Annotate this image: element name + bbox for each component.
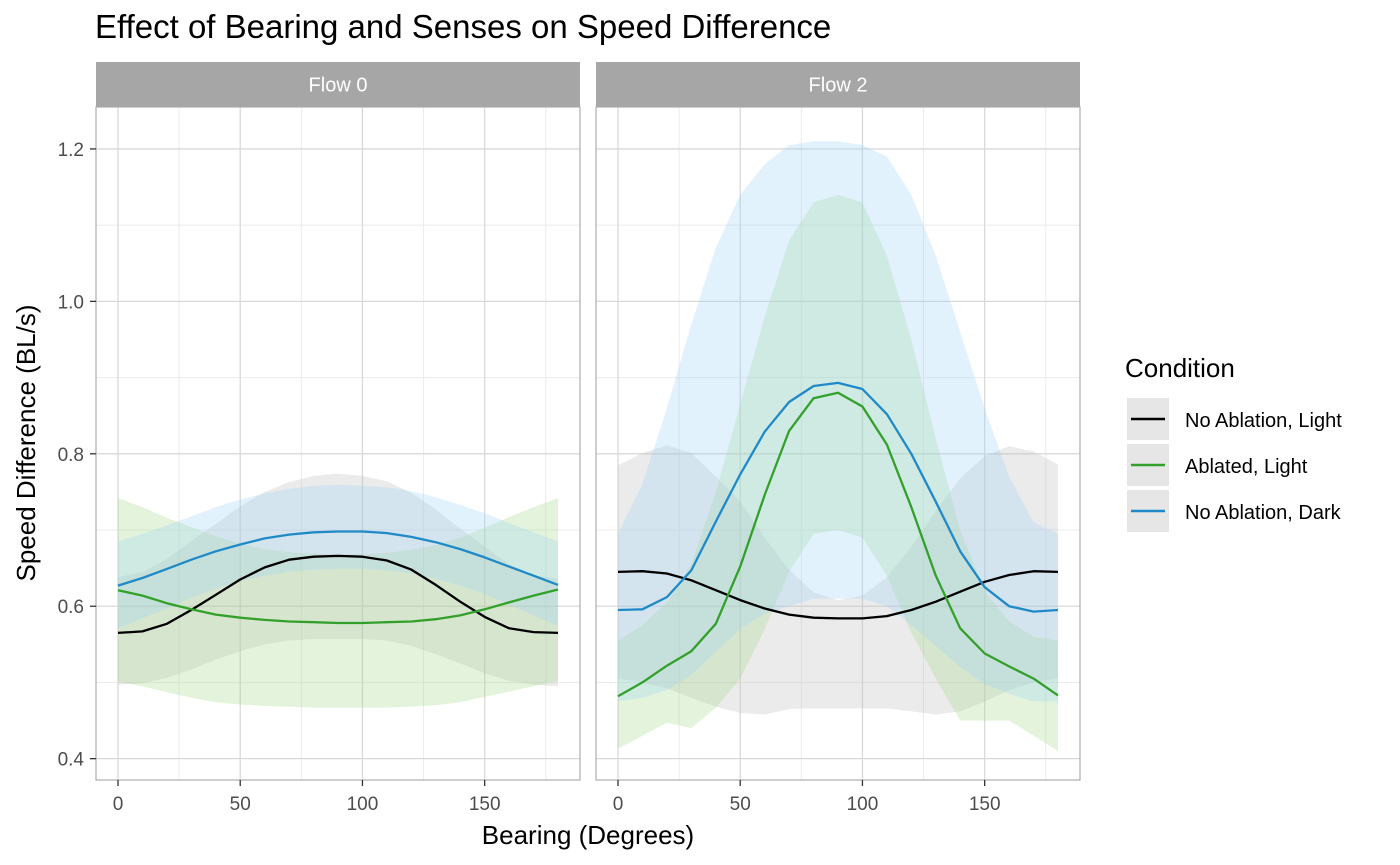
- y-tick-label: 0.8: [58, 445, 84, 466]
- ribbon-ablated-light: [618, 194, 1058, 751]
- x-tick-label: 0: [613, 794, 624, 815]
- panel-background: [96, 107, 580, 780]
- ribbon-no-ablation-light: [618, 445, 1058, 715]
- panels: Flow 0 0 50 100 150 0.4 0.6 0.8 1.0 1.2 Flow 2 0 50 1…: [58, 62, 1081, 815]
- y-tick-label: 0.4: [58, 750, 85, 771]
- x-tick-label: 150: [969, 794, 1001, 815]
- panel-flow-0: Flow 0 0 50 100 150 0.4 0.6 0.8 1.0 1.2: [58, 62, 581, 815]
- y-axis-title: Speed Difference (BL/s): [11, 305, 41, 582]
- legend-item-no-ablation-dark: No Ablation, Dark: [1127, 490, 1342, 532]
- legend: Condition No Ablation, Light Ablated, Lig…: [1125, 353, 1342, 532]
- strip-label: Flow 2: [809, 75, 868, 97]
- legend-label: No Ablation, Light: [1185, 410, 1342, 432]
- line-no-ablation-dark: [117, 530, 559, 587]
- line-no-ablation-light: [617, 570, 1059, 620]
- y-tick-label: 1.2: [58, 140, 84, 161]
- x-tick-label: 0: [113, 794, 124, 815]
- legend-label: Ablated, Light: [1185, 456, 1308, 478]
- line-ablated-light: [617, 391, 1059, 698]
- ribbon-ablated-light: [118, 498, 558, 708]
- y-tick-label: 1.0: [58, 292, 84, 313]
- line-ablated-light: [117, 588, 559, 625]
- legend-title: Condition: [1125, 353, 1235, 383]
- chart-title: Effect of Bearing and Senses on Speed Di…: [95, 8, 831, 45]
- x-axis-title: Bearing (Degrees): [482, 820, 694, 850]
- panel-background: [596, 107, 1080, 780]
- strip-flow-0: [96, 62, 580, 107]
- ribbon-no-ablation-dark: [618, 141, 1058, 702]
- y-tick-label: 0.6: [58, 597, 84, 618]
- strip-label: Flow 0: [309, 75, 368, 97]
- legend-item-no-ablation-light: No Ablation, Light: [1127, 398, 1342, 440]
- line-no-ablation-dark: [617, 381, 1059, 613]
- x-tick-label: 50: [230, 794, 251, 815]
- ribbon-no-ablation-light: [118, 473, 558, 687]
- panel-flow-2: Flow 2 0 50 100 150: [595, 62, 1081, 815]
- legend-label: No Ablation, Dark: [1185, 502, 1342, 524]
- x-tick-label: 100: [347, 794, 379, 815]
- legend-item-ablated-light: Ablated, Light: [1127, 444, 1308, 486]
- x-tick-label: 150: [469, 794, 501, 815]
- x-tick-label: 100: [847, 794, 879, 815]
- strip-flow-2: [596, 62, 1080, 107]
- x-tick-label: 50: [730, 794, 751, 815]
